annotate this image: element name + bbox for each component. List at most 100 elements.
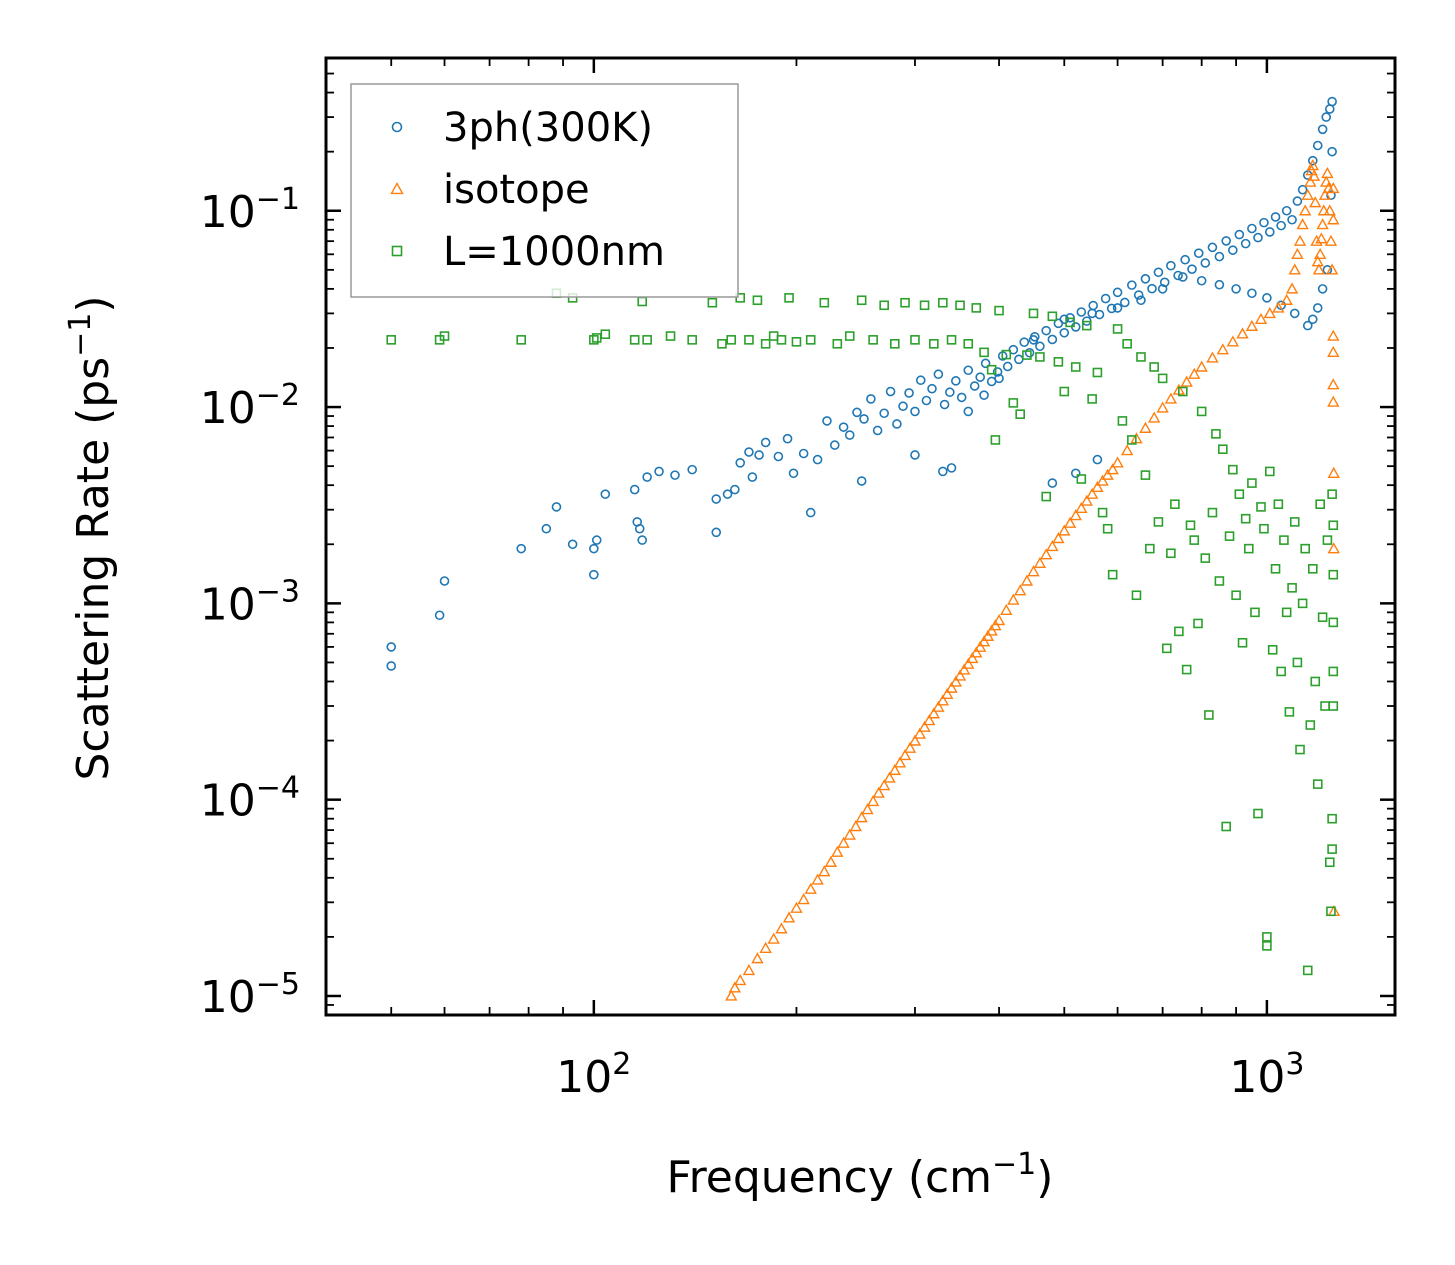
legend-triangle-marker xyxy=(390,182,404,195)
legend-label: isotope xyxy=(443,167,590,213)
legend: 3ph(300K) isotope L=1000nm xyxy=(350,83,739,298)
series-0-circle-point xyxy=(1112,303,1123,313)
series-1-triangle-point xyxy=(1318,188,1332,200)
series-0-circle-point xyxy=(1153,267,1164,278)
series-1-triangle-point xyxy=(893,756,907,768)
series-1-triangle-point xyxy=(1315,232,1328,244)
series-2-square-point xyxy=(1262,941,1272,951)
series-2-square-point xyxy=(1276,666,1286,677)
series-1-triangle-point xyxy=(824,855,838,867)
series-0-circle-point xyxy=(1214,279,1225,290)
series-1-triangle-point xyxy=(974,640,987,652)
series-2-square-point xyxy=(1112,324,1123,334)
series-2-square-point xyxy=(642,335,652,345)
series-2-square-point xyxy=(707,297,718,308)
series-2-square-point xyxy=(629,335,640,345)
series-1-triangle-point xyxy=(831,845,844,857)
series-0-circle-point xyxy=(589,543,599,554)
series-2-square-point xyxy=(1328,520,1339,531)
series-1-triangle-point xyxy=(751,952,764,964)
series-1-triangle-point xyxy=(1327,395,1340,407)
series-1-triangle-point xyxy=(872,786,885,798)
series-2-square-point xyxy=(1022,350,1032,360)
series-2-square-point xyxy=(439,331,450,341)
series-1-triangle-point xyxy=(1301,188,1314,200)
series-1-triangle-point xyxy=(1111,456,1124,468)
series-2-square-point xyxy=(1270,563,1281,574)
series-2-square-point xyxy=(1161,643,1172,654)
series-2-square-point xyxy=(1087,394,1097,404)
series-2-square-point xyxy=(1076,474,1087,484)
series-1-triangle-point xyxy=(1180,375,1193,387)
series-0-circle-point xyxy=(670,470,680,480)
series-1-triangle-point xyxy=(1310,234,1323,246)
series-1-triangle-point xyxy=(1313,247,1327,260)
series-1-triangle-point xyxy=(981,629,995,641)
series-2-square-point xyxy=(1256,502,1266,512)
series-2-square-point xyxy=(929,339,939,349)
series-0-circle-point xyxy=(915,375,926,386)
series-1-triangle-point xyxy=(1327,542,1340,554)
series-0-circle-point xyxy=(892,419,902,429)
series-0-circle-point xyxy=(1231,284,1241,294)
series-2-square-point xyxy=(1131,590,1142,601)
series-1-triangle-point xyxy=(1000,603,1013,615)
series-2-square-point xyxy=(600,329,611,340)
series-0-circle-point xyxy=(567,539,578,550)
series-0-circle-point xyxy=(1307,314,1318,325)
series-1-triangle-point xyxy=(782,911,796,923)
series-0-circle-point xyxy=(946,463,957,473)
series-1-triangle-point xyxy=(1085,487,1099,499)
series-1-triangle-point xyxy=(923,714,936,726)
series-0-circle-point xyxy=(838,422,849,432)
series-0-circle-point xyxy=(1059,314,1070,325)
series-2-square-point xyxy=(1292,657,1303,668)
series-0-circle-point xyxy=(951,376,961,386)
series-1-triangle-point xyxy=(953,669,967,681)
series-2-square-point xyxy=(1265,466,1275,477)
series-2-square-point xyxy=(386,335,397,345)
series-1-triangle-point xyxy=(1320,175,1333,187)
series-0-circle-point xyxy=(945,387,955,398)
series-2-square-point xyxy=(1281,607,1292,618)
series-0-circle-point xyxy=(551,502,562,512)
series-1-triangle-point xyxy=(1046,539,1059,552)
series-2-square-point xyxy=(971,303,982,313)
series-2-square-point xyxy=(856,295,867,306)
series-0-circle-point xyxy=(730,484,740,495)
series-0-circle-point xyxy=(386,661,397,671)
series-1-triangle-point xyxy=(818,865,831,877)
series-0-circle-point xyxy=(687,464,697,475)
series-1-triangle-point xyxy=(970,646,983,658)
series-2-square-point xyxy=(1122,339,1132,349)
series-2-square-point xyxy=(1273,499,1284,510)
series-0-circle-point xyxy=(1193,248,1204,258)
series-0-circle-point xyxy=(994,373,1004,384)
series-2-square-point xyxy=(1174,626,1184,637)
series-1-triangle-point xyxy=(1058,524,1071,536)
series-2-square-point xyxy=(900,297,910,308)
series-1-triangle-point xyxy=(843,828,856,840)
series-0-circle-point xyxy=(904,388,914,398)
series-1-triangle-point xyxy=(804,882,817,894)
series-1-triangle-point xyxy=(883,771,896,783)
series-0-circle-point xyxy=(1207,242,1218,253)
series-0-circle-point xyxy=(1112,287,1123,298)
series-1-triangle-point xyxy=(1156,401,1169,413)
series-0-circle-point xyxy=(1287,214,1297,225)
series-0-circle-point xyxy=(1327,96,1337,107)
series-1-triangle-point xyxy=(837,836,850,848)
series-0-circle-point xyxy=(1276,220,1286,231)
series-0-circle-point xyxy=(1008,344,1019,355)
series-0-circle-point xyxy=(1317,124,1328,135)
series-0-circle-point xyxy=(933,369,944,380)
series-0-circle-point xyxy=(1092,454,1103,465)
series-0-circle-point xyxy=(541,523,552,534)
series-0-circle-point xyxy=(1119,297,1130,308)
series-2-square-point xyxy=(1097,507,1108,518)
series-1-triangle-point xyxy=(1195,360,1208,372)
series-0-circle-point xyxy=(1035,341,1045,352)
series-0-circle-point xyxy=(992,367,1003,377)
series-1-triangle-point xyxy=(725,989,738,1001)
y-tick-label: 10−3 xyxy=(200,574,300,630)
